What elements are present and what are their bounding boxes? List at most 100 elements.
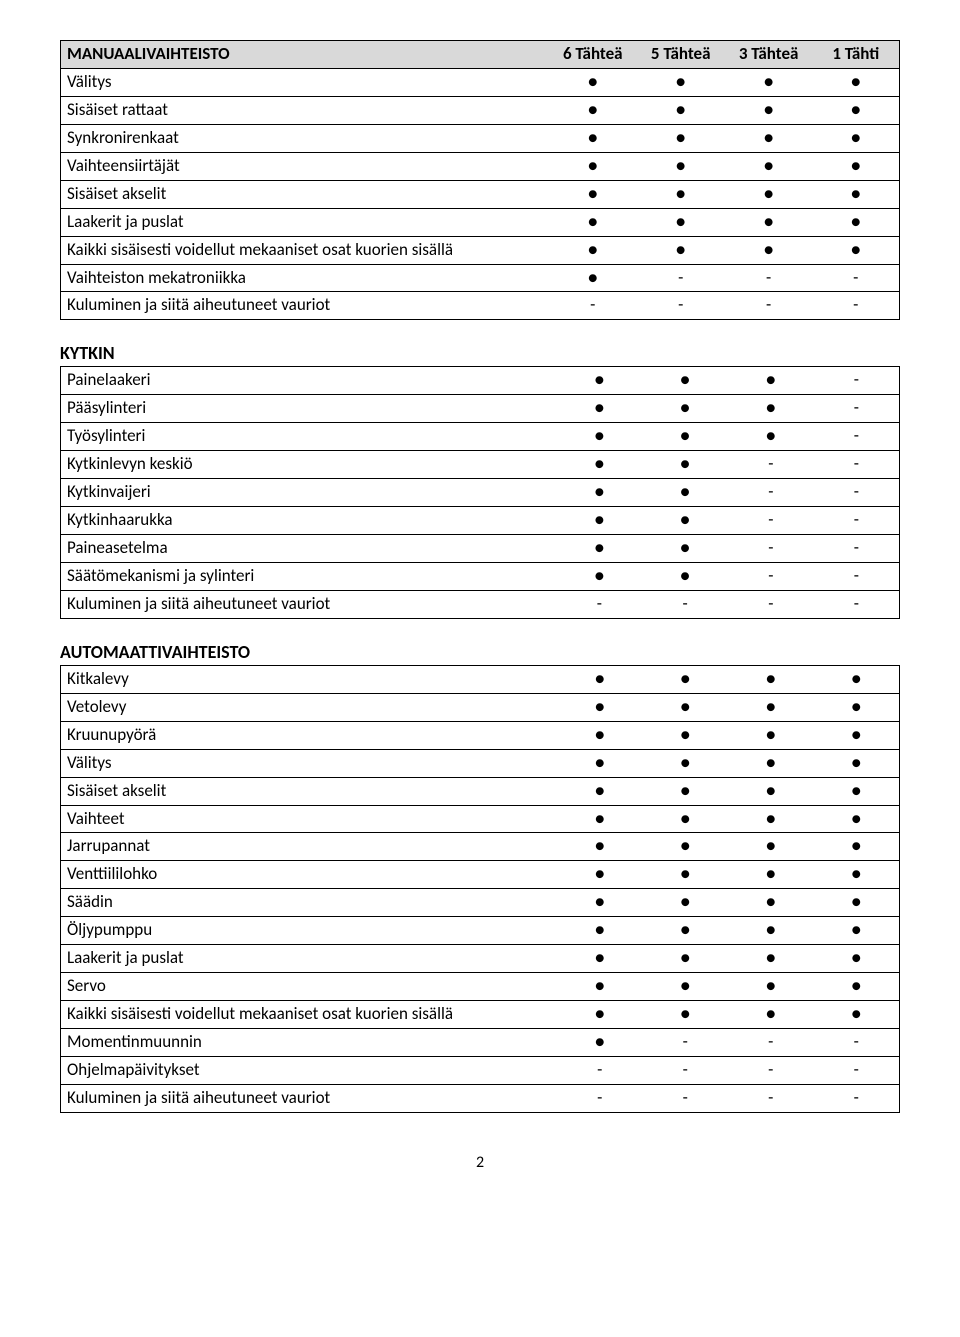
row-label: Servo xyxy=(61,973,558,1001)
row-label: Vaihteensiirtäjät xyxy=(61,152,549,180)
col-header-5: 5 Tähteä xyxy=(637,41,725,69)
row-value: ● xyxy=(556,395,642,423)
row-value: ● xyxy=(643,973,728,1001)
row-label: Venttiililohko xyxy=(61,861,558,889)
table-row: Jarrupannat●●●● xyxy=(61,833,900,861)
row-value: ● xyxy=(557,1029,642,1057)
row-value: ● xyxy=(557,973,642,1001)
row-value: ● xyxy=(557,693,642,721)
col-header-1: 1 Tähti xyxy=(813,41,900,69)
row-value: ● xyxy=(728,423,814,451)
row-value: ● xyxy=(728,945,813,973)
row-value: ● xyxy=(728,973,813,1001)
table-manuaalivaihteisto: MANUAALIVAIHTEISTO 6 Tähteä 5 Tähteä 3 T… xyxy=(60,40,900,320)
row-label: Ohjelmapäivitykset xyxy=(61,1056,558,1084)
row-value: - xyxy=(814,451,900,479)
page: MANUAALIVAIHTEISTO 6 Tähteä 5 Tähteä 3 T… xyxy=(0,0,960,1202)
col-header-3: 3 Tähteä xyxy=(725,41,813,69)
row-label: Kuluminen ja siitä aiheutuneet vauriot xyxy=(61,1084,558,1112)
row-value: ● xyxy=(643,777,728,805)
row-value: ● xyxy=(557,861,642,889)
row-label: Kytkinlevyn keskiö xyxy=(61,451,557,479)
table-row: Kytkinhaarukka●●-- xyxy=(61,507,900,535)
table-row: Kuluminen ja siitä aiheutuneet vauriot --… xyxy=(61,292,900,320)
row-label: Vaihteiston mekatroniikka xyxy=(61,264,549,292)
table-row: Säätömekanismi ja sylinteri●●-- xyxy=(61,562,900,590)
table-row: Sisäiset akselit●●●● xyxy=(61,777,900,805)
row-value: ● xyxy=(813,68,900,96)
table-row: Sisäiset akselit●●●● xyxy=(61,180,900,208)
row-value: ● xyxy=(556,535,642,563)
row-label: Säädin xyxy=(61,889,558,917)
row-value: ● xyxy=(637,180,725,208)
row-value: ● xyxy=(728,1001,813,1029)
row-value: - xyxy=(814,590,900,618)
tbody-automaatti: Kitkalevy●●●●Vetolevy●●●●Kruunupyörä●●●●… xyxy=(61,665,900,1112)
row-value: ● xyxy=(549,180,637,208)
row-value: ● xyxy=(813,236,900,264)
row-value: - xyxy=(728,590,814,618)
row-value: ● xyxy=(813,945,899,973)
row-value: - xyxy=(725,292,813,320)
row-value: ● xyxy=(556,507,642,535)
table-row: Välitys●●●● xyxy=(61,68,900,96)
row-value: ● xyxy=(813,777,899,805)
row-value: - xyxy=(725,264,813,292)
table-row: Kytkinvaijeri●●-- xyxy=(61,479,900,507)
row-value: ● xyxy=(642,535,728,563)
row-value: ● xyxy=(557,777,642,805)
row-value: ● xyxy=(642,507,728,535)
table-row: Kuluminen ja siitä aiheutuneet vauriot--… xyxy=(61,590,900,618)
row-label: Öljypumppu xyxy=(61,917,558,945)
row-label: Työsylinteri xyxy=(61,423,557,451)
row-value: ● xyxy=(728,917,813,945)
row-value: ● xyxy=(725,96,813,124)
table-row: Kaikki sisäisesti voidellut mekaaniset o… xyxy=(61,236,900,264)
row-value: ● xyxy=(725,180,813,208)
row-value: ● xyxy=(643,889,728,917)
table-row: Kuluminen ja siitä aiheutuneet vauriot--… xyxy=(61,1084,900,1112)
table-automaatti: Kitkalevy●●●●Vetolevy●●●●Kruunupyörä●●●●… xyxy=(60,665,900,1113)
row-label: Laakerit ja puslat xyxy=(61,945,558,973)
row-label: Kuluminen ja siitä aiheutuneet vauriot xyxy=(61,590,557,618)
row-value: ● xyxy=(813,180,900,208)
row-label: Säätömekanismi ja sylinteri xyxy=(61,562,557,590)
row-label: Kitkalevy xyxy=(61,665,558,693)
table-row: Sisäiset rattaat●●●● xyxy=(61,96,900,124)
table-row: Vaihteet●●●● xyxy=(61,805,900,833)
table-row: Vaihteiston mekatroniikka●--- xyxy=(61,264,900,292)
row-value: ● xyxy=(643,1001,728,1029)
table-row: Työsylinteri●●●- xyxy=(61,423,900,451)
row-label: Painelaakeri xyxy=(61,367,557,395)
row-value: - xyxy=(728,479,814,507)
row-value: ● xyxy=(557,749,642,777)
row-value: ● xyxy=(642,451,728,479)
row-value: - xyxy=(814,535,900,563)
row-value: - xyxy=(642,590,728,618)
row-value: - xyxy=(813,1056,899,1084)
row-value: - xyxy=(557,1084,642,1112)
row-label: Sisäiset akselit xyxy=(61,180,549,208)
page-number: 2 xyxy=(60,1153,900,1172)
row-label: Vetolevy xyxy=(61,693,558,721)
row-value: ● xyxy=(728,721,813,749)
row-value: ● xyxy=(557,833,642,861)
row-value: - xyxy=(728,535,814,563)
row-label: Kytkinhaarukka xyxy=(61,507,557,535)
row-label: Kuluminen ja siitä aiheutuneet vauriot xyxy=(61,292,549,320)
row-value: ● xyxy=(813,861,899,889)
row-value: - xyxy=(813,292,900,320)
table-row: Painelaakeri●●●- xyxy=(61,367,900,395)
table-row: Momentinmuunnin●--- xyxy=(61,1029,900,1057)
row-value: ● xyxy=(637,68,725,96)
table-row: Pääsylinteri●●●- xyxy=(61,395,900,423)
row-label: Sisäiset rattaat xyxy=(61,96,549,124)
table-row: Kytkinlevyn keskiö●●-- xyxy=(61,451,900,479)
row-value: ● xyxy=(813,749,899,777)
row-value: ● xyxy=(643,805,728,833)
row-value: ● xyxy=(728,749,813,777)
col-header-6: 6 Tähteä xyxy=(549,41,637,69)
row-value: ● xyxy=(637,124,725,152)
row-value: ● xyxy=(728,395,814,423)
row-value: ● xyxy=(557,721,642,749)
